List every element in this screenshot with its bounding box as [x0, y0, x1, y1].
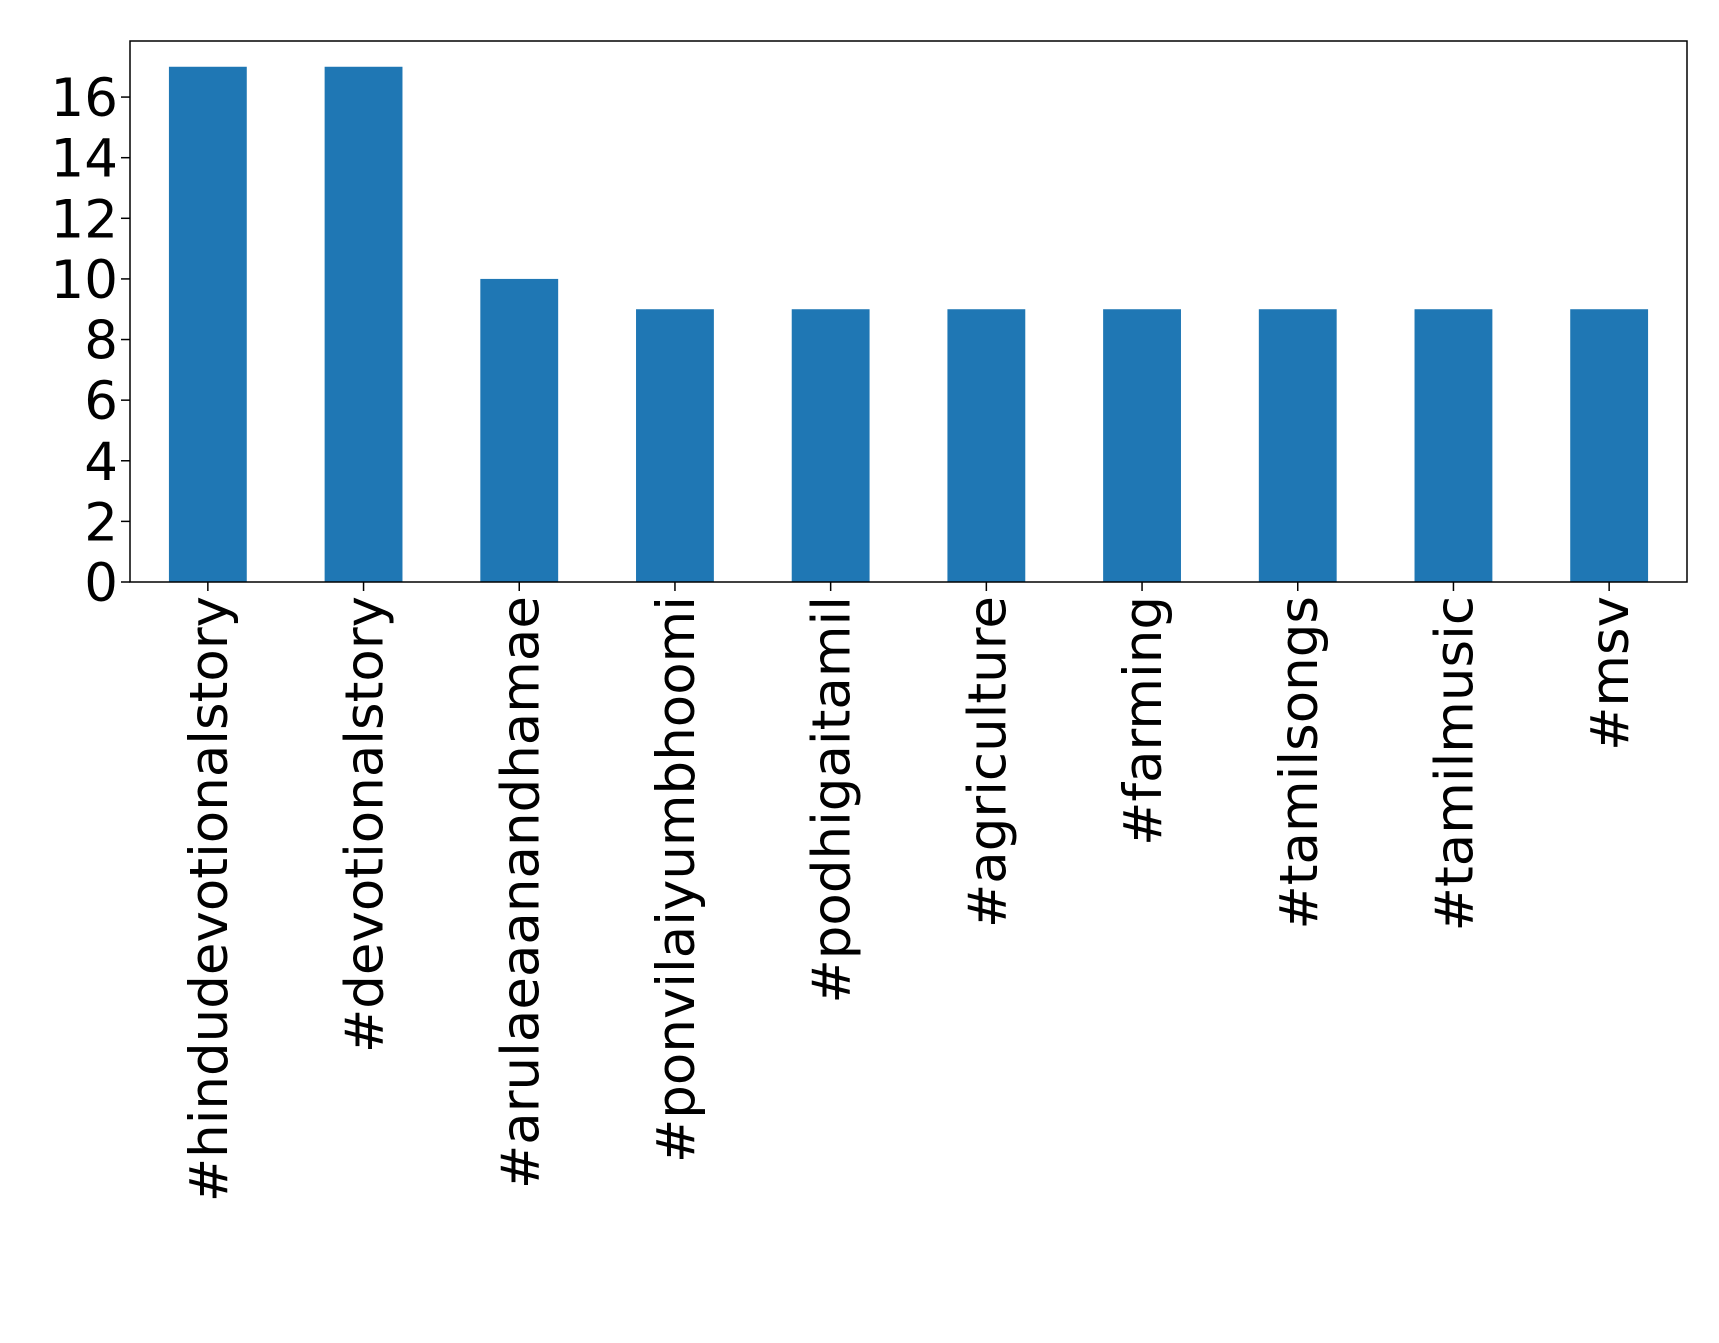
bar [947, 309, 1026, 582]
x-tick-label: #tamilmusic [1424, 596, 1485, 931]
y-tick-label: 8 [84, 311, 118, 372]
x-tick-label: #agriculture [957, 596, 1018, 928]
plot-frame [129, 40, 1688, 583]
y-tick-label: 12 [51, 189, 118, 250]
x-tick-label: #msv [1580, 596, 1641, 751]
y-tick-label: 16 [51, 68, 118, 129]
bar [1570, 309, 1649, 582]
bar [791, 309, 870, 582]
x-tick-label: #podhigaitamil [802, 596, 863, 1004]
bar [324, 66, 403, 582]
x-tick-label: #hindudevotionalstory [179, 596, 240, 1202]
x-tick-label: #arulaeaanandhamae [490, 596, 551, 1189]
y-tick-label: 4 [84, 432, 118, 493]
bar [168, 66, 247, 582]
x-tick-label: #devotionalstory [335, 596, 396, 1053]
bar [1258, 309, 1337, 582]
x-tick-label: #ponvilaiyumbhoomi [646, 596, 707, 1163]
y-tick-label: 10 [51, 250, 118, 311]
bar [480, 278, 559, 582]
y-tick-label: 0 [84, 553, 118, 614]
y-tick-label: 2 [84, 492, 118, 553]
x-tick-label: #farming [1113, 596, 1174, 846]
bar [1414, 309, 1493, 582]
x-tick-label: #tamilsongs [1269, 596, 1330, 930]
y-tick-label: 6 [84, 371, 118, 432]
y-tick-label: 14 [51, 129, 118, 190]
bar [1103, 309, 1181, 582]
bar [636, 309, 714, 582]
